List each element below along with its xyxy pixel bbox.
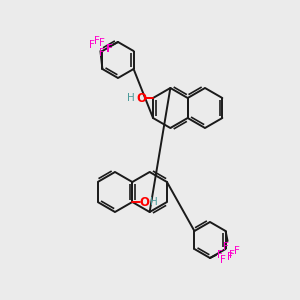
Text: O: O (136, 92, 146, 104)
Text: F: F (220, 255, 226, 265)
Text: F: F (99, 48, 105, 58)
Text: F: F (100, 38, 105, 48)
Text: F: F (94, 36, 100, 46)
Text: F: F (106, 44, 112, 54)
Text: H: H (127, 93, 135, 103)
Text: O: O (139, 196, 149, 208)
Text: F: F (89, 40, 95, 50)
Text: F: F (234, 246, 239, 256)
Text: F: F (227, 252, 233, 262)
Text: H: H (150, 197, 158, 207)
Text: F: F (223, 242, 229, 252)
Text: F: F (217, 250, 223, 260)
Text: F: F (107, 44, 113, 54)
Text: F: F (229, 250, 235, 260)
